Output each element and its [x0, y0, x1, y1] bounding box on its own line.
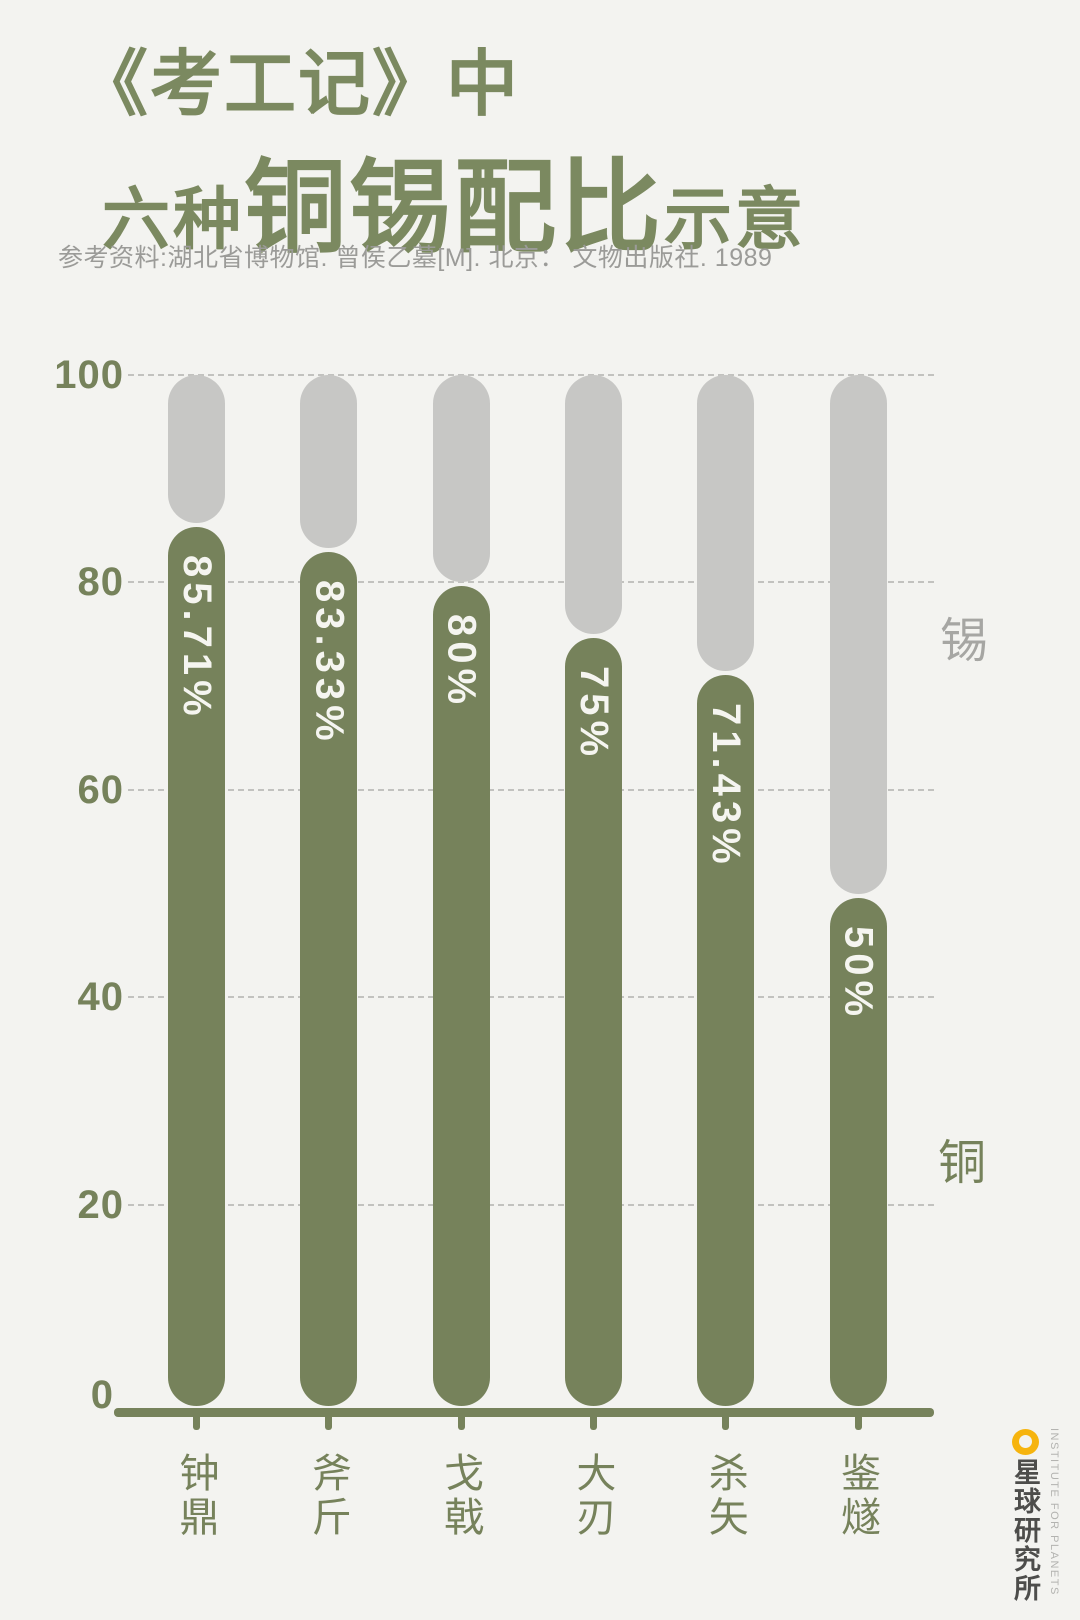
publisher-name-cn: 星球研究所: [1010, 1458, 1040, 1603]
bar-value-label: 50%: [836, 925, 881, 1021]
planet-dot-icon: [1012, 1429, 1039, 1455]
bar-copper-segment: 80%: [432, 586, 490, 1406]
publisher-name-en: INSTITUTE FOR PLANETS: [1048, 1428, 1060, 1596]
bar-copper-segment: 71.43%: [697, 675, 755, 1406]
y-tick-label-100: 100: [54, 353, 124, 397]
gridline-80: [128, 581, 934, 584]
page-title-line2: 六种 铜锡配比 示意: [102, 126, 806, 273]
bar-value-label: 85.71%: [175, 555, 219, 721]
y-tick-label-80: 80: [77, 560, 124, 605]
bar-value-label: 71.43%: [704, 703, 749, 869]
y-tick-label-60: 60: [77, 767, 124, 812]
legend-copper-label: 铜: [938, 1137, 987, 1190]
bar-tin-segment: [432, 375, 490, 583]
category-label: 大刃: [570, 1452, 615, 1540]
gridline-20: [128, 1203, 934, 1206]
title-suffix: 示意: [664, 182, 807, 258]
x-axis-tick: [457, 1413, 465, 1430]
bar-copper-segment: 50%: [829, 897, 887, 1406]
bar-tin-segment: [564, 375, 622, 635]
x-axis-tick: [589, 1413, 597, 1430]
category-label: 戈戟: [438, 1452, 483, 1540]
bar-value-label: 83.33%: [307, 579, 352, 746]
y-tick-label-20: 20: [77, 1182, 124, 1227]
category-label: 钟鼎: [173, 1452, 218, 1540]
x-axis-tick: [722, 1413, 730, 1430]
bar-value-label: 75%: [571, 666, 616, 762]
x-axis-tick: [193, 1413, 200, 1430]
category-label: 鉴燧: [835, 1452, 879, 1540]
x-axis-line: [114, 1408, 934, 1417]
gridline-100: [128, 374, 934, 376]
legend-tin-label: 锡: [940, 615, 989, 668]
x-axis-tick: [325, 1413, 333, 1430]
source-reference: 参考资料:湖北省博物馆. 曾侯乙墓[M]. 北京： 文物出版社. 1989: [58, 244, 773, 272]
title-prefix: 六种: [102, 182, 245, 258]
bar-copper-segment: 85.71%: [168, 527, 225, 1406]
bar-value-label: 80%: [439, 614, 484, 710]
gridline-40: [128, 996, 934, 999]
bar-copper-segment: 75%: [564, 638, 622, 1406]
page-title-line1: 《考工记》中: [76, 45, 521, 125]
bar-tin-segment: [168, 375, 225, 524]
title-main: 铜锡配比: [244, 153, 665, 266]
y-tick-label-40: 40: [77, 975, 124, 1020]
bar-tin-segment: [300, 375, 358, 548]
y-tick-label-0: 0: [90, 1373, 114, 1417]
bar-tin-segment: [829, 375, 887, 894]
category-label: 杀矢: [702, 1452, 747, 1540]
gridline-60: [128, 788, 934, 791]
category-label: 斧斤: [305, 1452, 350, 1540]
bar-tin-segment: [697, 375, 755, 672]
bar-copper-segment: 83.33%: [300, 551, 358, 1406]
x-axis-tick: [854, 1413, 862, 1430]
